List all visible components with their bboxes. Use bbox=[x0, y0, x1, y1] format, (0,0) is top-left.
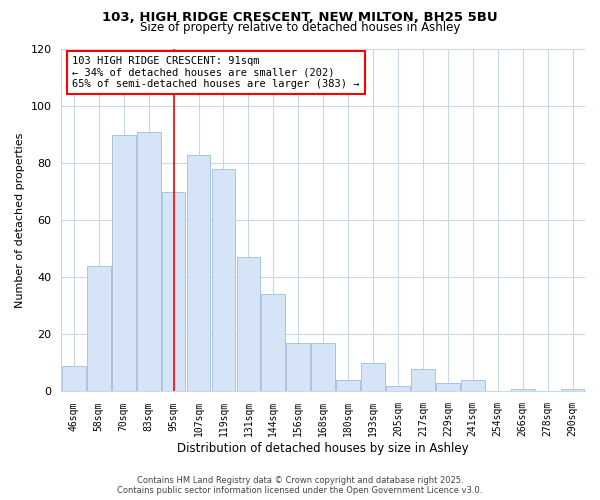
Text: Size of property relative to detached houses in Ashley: Size of property relative to detached ho… bbox=[140, 21, 460, 34]
Bar bbox=[436, 383, 460, 392]
Bar bbox=[236, 258, 260, 392]
Bar bbox=[336, 380, 360, 392]
Bar bbox=[511, 388, 535, 392]
Bar bbox=[262, 294, 285, 392]
Text: 103, HIGH RIDGE CRESCENT, NEW MILTON, BH25 5BU: 103, HIGH RIDGE CRESCENT, NEW MILTON, BH… bbox=[102, 11, 498, 24]
Y-axis label: Number of detached properties: Number of detached properties bbox=[15, 132, 25, 308]
Bar bbox=[386, 386, 410, 392]
Bar bbox=[212, 169, 235, 392]
X-axis label: Distribution of detached houses by size in Ashley: Distribution of detached houses by size … bbox=[178, 442, 469, 455]
Bar bbox=[187, 154, 211, 392]
Bar bbox=[411, 368, 435, 392]
Bar bbox=[361, 363, 385, 392]
Bar bbox=[560, 388, 584, 392]
Bar bbox=[112, 134, 136, 392]
Bar bbox=[311, 343, 335, 392]
Bar bbox=[87, 266, 110, 392]
Bar bbox=[137, 132, 161, 392]
Bar bbox=[162, 192, 185, 392]
Text: 103 HIGH RIDGE CRESCENT: 91sqm
← 34% of detached houses are smaller (202)
65% of: 103 HIGH RIDGE CRESCENT: 91sqm ← 34% of … bbox=[72, 56, 359, 89]
Text: Contains HM Land Registry data © Crown copyright and database right 2025.
Contai: Contains HM Land Registry data © Crown c… bbox=[118, 476, 482, 495]
Bar bbox=[461, 380, 485, 392]
Bar bbox=[286, 343, 310, 392]
Bar bbox=[62, 366, 86, 392]
